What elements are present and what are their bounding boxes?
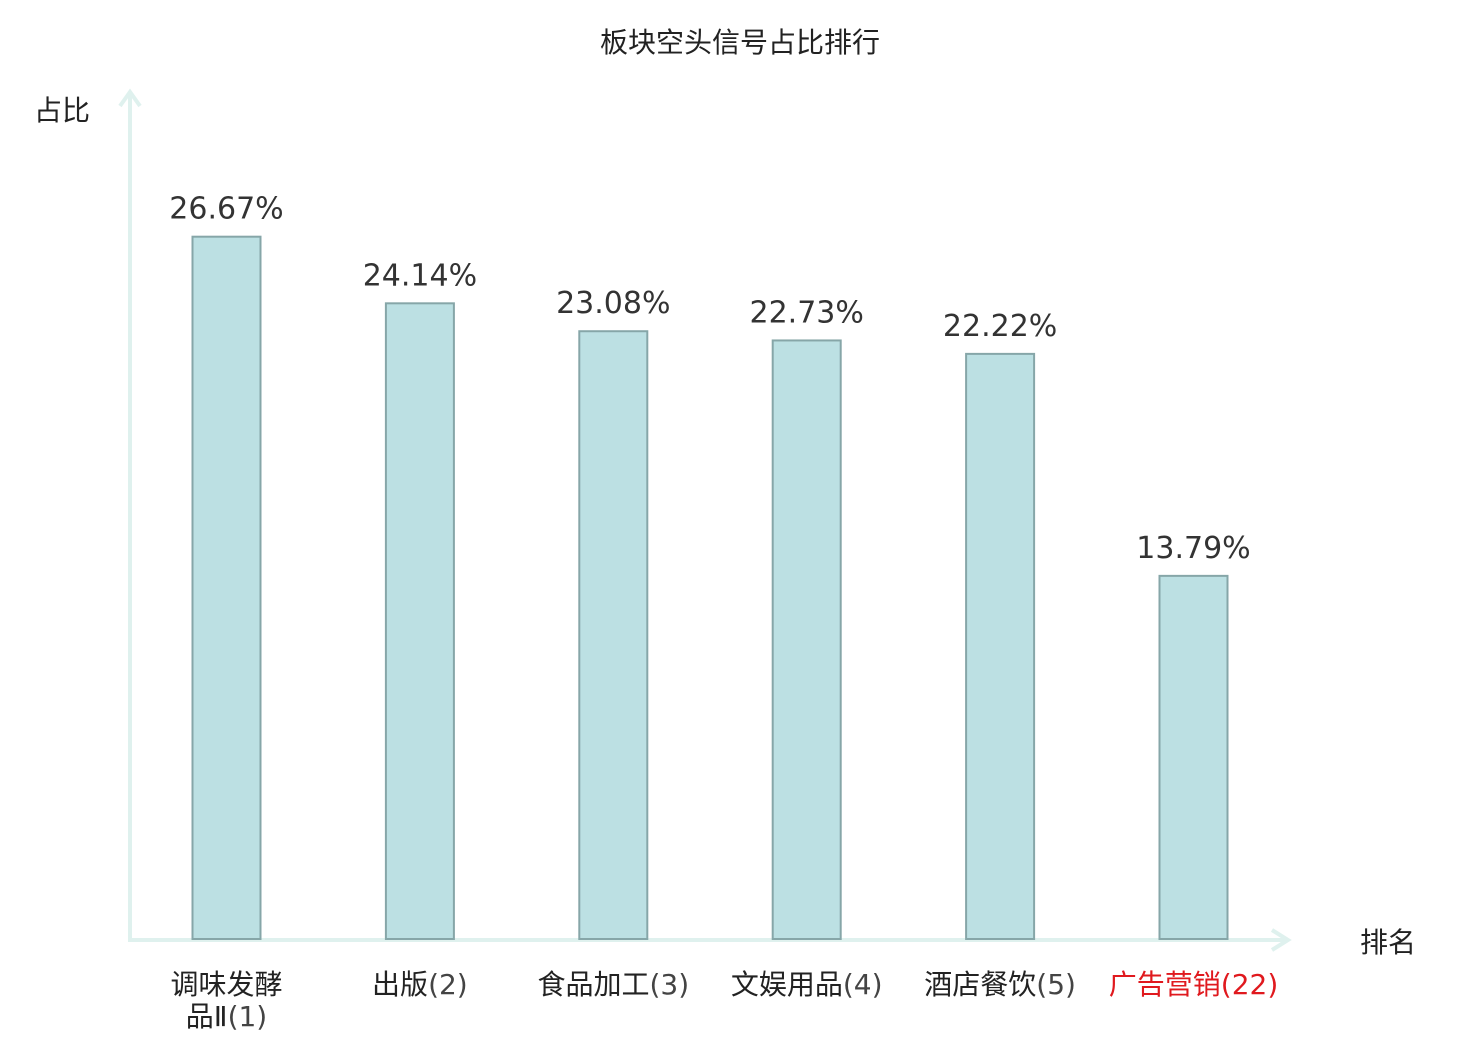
category-name: 文娱用品: [731, 968, 843, 1001]
category-name: 酒店餐饮: [924, 968, 1036, 1001]
bar: [1158, 574, 1229, 940]
category-label: 出版(2): [372, 968, 468, 1001]
category-label: 调味发酵品Ⅱ(1): [170, 968, 282, 1033]
category-rank: (4): [843, 968, 883, 1001]
bar: [965, 352, 1036, 940]
category-name: 品Ⅱ: [186, 1000, 228, 1033]
chart-title: 板块空头信号占比排行: [600, 26, 880, 59]
x-axis-label: 排名: [1360, 926, 1416, 959]
category-name: 调味发酵: [170, 968, 282, 1001]
category-label: 酒店餐饮(5): [924, 968, 1076, 1001]
category-name: 食品加工: [537, 968, 649, 1001]
category-label: 食品加工(3): [537, 968, 689, 1001]
bar-value-label: 24.14%: [363, 258, 477, 293]
bar: [384, 302, 455, 940]
category-label: 文娱用品(4): [731, 968, 883, 1001]
bar-value-label: 22.73%: [750, 295, 864, 330]
category-rank: (22): [1221, 968, 1278, 1001]
bar-value-label: 22.22%: [943, 309, 1057, 344]
category-rank: (5): [1036, 968, 1076, 1001]
category-rank: (3): [649, 968, 689, 1001]
category-label: 广告营销(22): [1109, 968, 1279, 1001]
bars-group: [191, 235, 1229, 940]
y-axis-label: 占比: [34, 94, 90, 127]
bar-value-label: 13.79%: [1136, 531, 1250, 566]
category-rank: (2): [428, 968, 468, 1001]
bar-value-label: 26.67%: [169, 192, 283, 227]
bar: [578, 330, 649, 940]
value-labels-group: 26.67% 24.14% 23.08% 22.73% 22.22% 13.79%: [169, 192, 1250, 566]
y-axis: 占比: [34, 88, 142, 940]
bar-value-label: 23.08%: [556, 286, 670, 321]
category-name: 广告营销: [1109, 968, 1221, 1001]
category-name: 出版: [372, 968, 428, 1001]
x-axis: 排名: [128, 926, 1416, 959]
category-rank: (1): [228, 1000, 268, 1033]
bar: [191, 235, 262, 940]
bar: [771, 339, 842, 940]
category-labels-group: 调味发酵品Ⅱ(1)出版(2) 食品加工(3) 文娱用品(4) 酒店餐饮(5) 广告营销(…: [170, 968, 1278, 1033]
